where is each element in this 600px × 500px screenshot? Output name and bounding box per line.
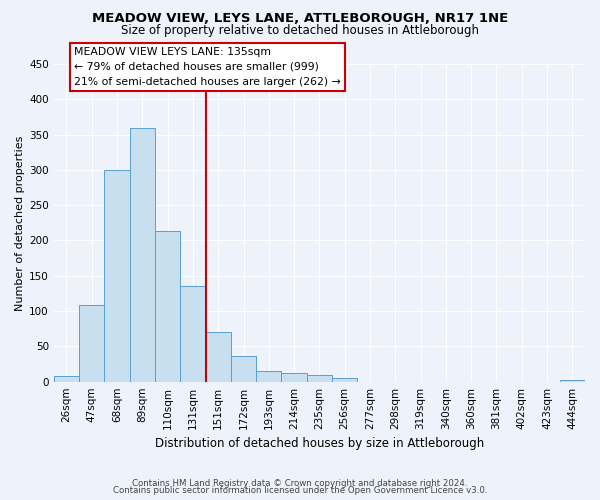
Bar — [104, 170, 130, 382]
Bar — [307, 374, 332, 382]
Bar — [256, 371, 281, 382]
Y-axis label: Number of detached properties: Number of detached properties — [15, 135, 25, 310]
Text: Contains HM Land Registry data © Crown copyright and database right 2024.: Contains HM Land Registry data © Crown c… — [132, 478, 468, 488]
Text: Contains public sector information licensed under the Open Government Licence v3: Contains public sector information licen… — [113, 486, 487, 495]
Bar — [281, 373, 307, 382]
Bar — [206, 332, 231, 382]
Bar — [79, 306, 104, 382]
Text: MEADOW VIEW LEYS LANE: 135sqm
← 79% of detached houses are smaller (999)
21% of : MEADOW VIEW LEYS LANE: 135sqm ← 79% of d… — [74, 47, 341, 86]
Text: MEADOW VIEW, LEYS LANE, ATTLEBOROUGH, NR17 1NE: MEADOW VIEW, LEYS LANE, ATTLEBOROUGH, NR… — [92, 12, 508, 26]
X-axis label: Distribution of detached houses by size in Attleborough: Distribution of detached houses by size … — [155, 437, 484, 450]
Bar — [180, 286, 206, 382]
Bar — [231, 356, 256, 382]
Bar — [130, 128, 155, 382]
Text: Size of property relative to detached houses in Attleborough: Size of property relative to detached ho… — [121, 24, 479, 37]
Bar — [332, 378, 358, 382]
Bar — [155, 232, 180, 382]
Bar — [54, 376, 79, 382]
Bar — [560, 380, 585, 382]
